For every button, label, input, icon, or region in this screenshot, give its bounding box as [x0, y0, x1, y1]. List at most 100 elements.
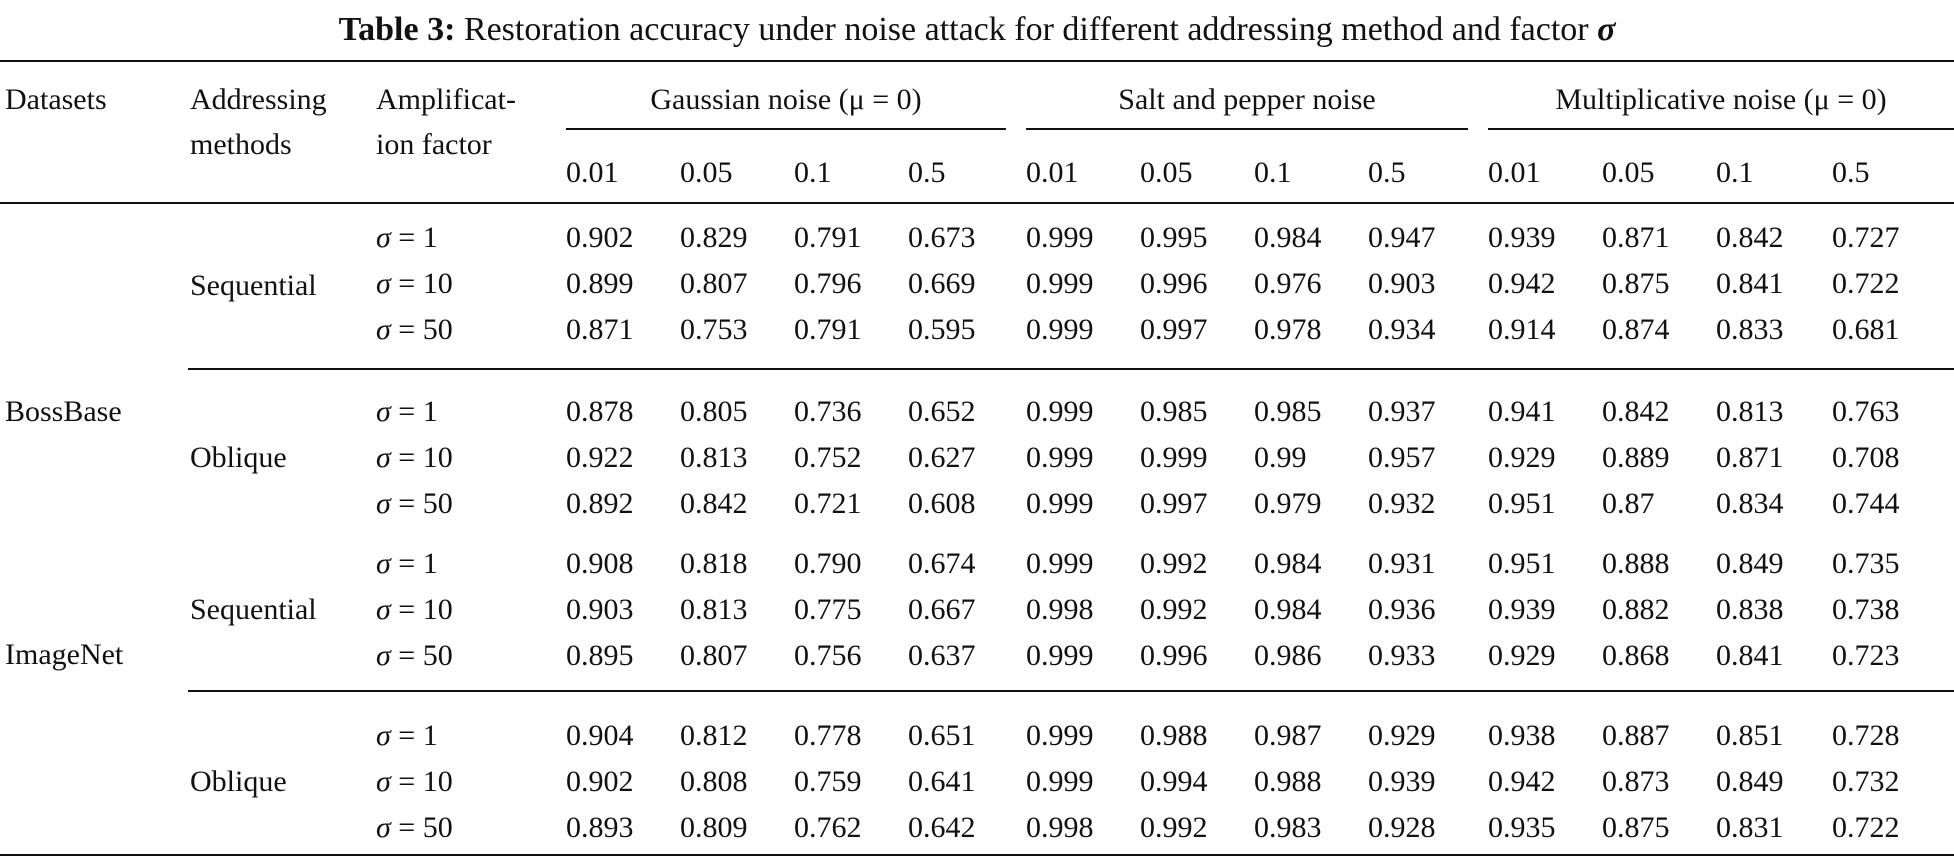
table-cell: 0.908 [566, 547, 634, 580]
table-cell: 0.818 [680, 547, 748, 580]
caption-symbol: σ [1597, 11, 1616, 48]
table-cell: 0.871 [1716, 441, 1784, 474]
table-cell: 0.984 [1254, 593, 1322, 626]
header-group-multiplicative: Multiplicative noise (μ = 0) [1555, 83, 1887, 116]
table-cell: 0.722 [1832, 811, 1900, 844]
table-cell: 0.763 [1832, 395, 1900, 428]
table-cell: 0.637 [908, 639, 976, 672]
method-label-bossbase-sequential: Sequential [190, 269, 317, 302]
sigma-cell: σ = 1 [376, 220, 438, 256]
table-cell: 0.931 [1368, 547, 1436, 580]
table-cell: 0.807 [680, 267, 748, 300]
header-level-cell: 0.01 [1026, 156, 1079, 189]
table-cell: 0.721 [794, 487, 862, 520]
table-cell: 0.595 [908, 313, 976, 346]
table-cell: 0.939 [1488, 221, 1556, 254]
sigma-cell: σ = 10 [376, 440, 453, 476]
table-cell: 0.652 [908, 395, 976, 428]
table-cell: 0.995 [1140, 221, 1208, 254]
bottom-rule [0, 854, 1954, 856]
table-cell: 0.875 [1602, 811, 1670, 844]
header-level-cell: 0.05 [1140, 156, 1193, 189]
dataset-label-imagenet: ImageNet [5, 638, 124, 671]
sigma-symbol: σ [376, 221, 391, 254]
table-cell: 0.871 [1602, 221, 1670, 254]
table-cell: 0.903 [1368, 267, 1436, 300]
table-cell: 0.999 [1026, 639, 1094, 672]
table-cell: 0.936 [1368, 593, 1436, 626]
imagenet-method-rule [188, 690, 1954, 692]
table-cell: 0.999 [1026, 441, 1094, 474]
table-cell: 0.99 [1254, 441, 1307, 474]
table-cell: 0.875 [1602, 267, 1670, 300]
sigma-cell: σ = 10 [376, 764, 453, 800]
table-cell: 0.882 [1602, 593, 1670, 626]
table-cell: 0.902 [566, 221, 634, 254]
table-cell: 0.935 [1488, 811, 1556, 844]
table-cell: 0.831 [1716, 811, 1784, 844]
table-cell: 0.813 [680, 441, 748, 474]
table-cell: 0.732 [1832, 765, 1900, 798]
sigma-value: = 10 [390, 441, 453, 474]
table-cell: 0.775 [794, 593, 862, 626]
table-cell: 0.999 [1026, 221, 1094, 254]
table-cell: 0.957 [1368, 441, 1436, 474]
sigma-value: = 10 [390, 765, 453, 798]
table-cell: 0.984 [1254, 221, 1322, 254]
table-cell: 0.941 [1488, 395, 1556, 428]
table-cell: 0.651 [908, 719, 976, 752]
table-cell: 0.986 [1254, 639, 1322, 672]
table-cell: 0.641 [908, 765, 976, 798]
table-cell: 0.834 [1716, 487, 1784, 520]
table-cell: 0.939 [1368, 765, 1436, 798]
top-rule [0, 60, 1954, 62]
table-cell: 0.996 [1140, 267, 1208, 300]
table-cell: 0.942 [1488, 267, 1556, 300]
table-cell: 0.738 [1832, 593, 1900, 626]
table-cell: 0.673 [908, 221, 976, 254]
table-cell: 0.805 [680, 395, 748, 428]
table-cell: 0.984 [1254, 547, 1322, 580]
header-level-cell: 0.5 [1368, 156, 1406, 189]
sigma-cell: σ = 1 [376, 718, 438, 754]
header-level-cell: 0.01 [1488, 156, 1541, 189]
table-cell: 0.727 [1832, 221, 1900, 254]
sigma-cell: σ = 50 [376, 312, 453, 348]
table-cell: 0.842 [680, 487, 748, 520]
table-cell: 0.842 [1602, 395, 1670, 428]
table-cell: 0.998 [1026, 593, 1094, 626]
table-cell: 0.929 [1488, 441, 1556, 474]
table-cell: 0.939 [1488, 593, 1556, 626]
table-cell: 0.873 [1602, 765, 1670, 798]
multiplicative-group-rule [1488, 128, 1954, 130]
table-cell: 0.851 [1716, 719, 1784, 752]
table-cell: 0.988 [1254, 765, 1322, 798]
table-cell: 0.992 [1140, 547, 1208, 580]
table-cell: 0.979 [1254, 487, 1322, 520]
table-cell: 0.904 [566, 719, 634, 752]
sigma-cell: σ = 1 [376, 394, 438, 430]
table-cell: 0.722 [1832, 267, 1900, 300]
sigma-value: = 10 [390, 593, 453, 626]
sigma-value: = 1 [390, 221, 438, 254]
sigma-symbol: σ [376, 441, 391, 474]
table-cell: 0.928 [1368, 811, 1436, 844]
header-level-cell: 0.1 [794, 156, 832, 189]
table-cell: 0.868 [1602, 639, 1670, 672]
sigma-symbol: σ [376, 811, 391, 844]
table-cell: 0.922 [566, 441, 634, 474]
table-cell: 0.985 [1254, 395, 1322, 428]
header-level-cell: 0.5 [908, 156, 946, 189]
table-cell: 0.888 [1602, 547, 1670, 580]
table-cell: 0.889 [1602, 441, 1670, 474]
table-cell: 0.994 [1140, 765, 1208, 798]
table-cell: 0.932 [1368, 487, 1436, 520]
table-cell: 0.669 [908, 267, 976, 300]
method-label-imagenet-oblique: Oblique [190, 765, 287, 798]
table-cell: 0.999 [1026, 267, 1094, 300]
table-cell: 0.997 [1140, 487, 1208, 520]
header-addressing-line2: methods [190, 128, 292, 161]
table-cell: 0.87 [1602, 487, 1655, 520]
sigma-value: = 10 [390, 267, 453, 300]
table-cell: 0.929 [1368, 719, 1436, 752]
